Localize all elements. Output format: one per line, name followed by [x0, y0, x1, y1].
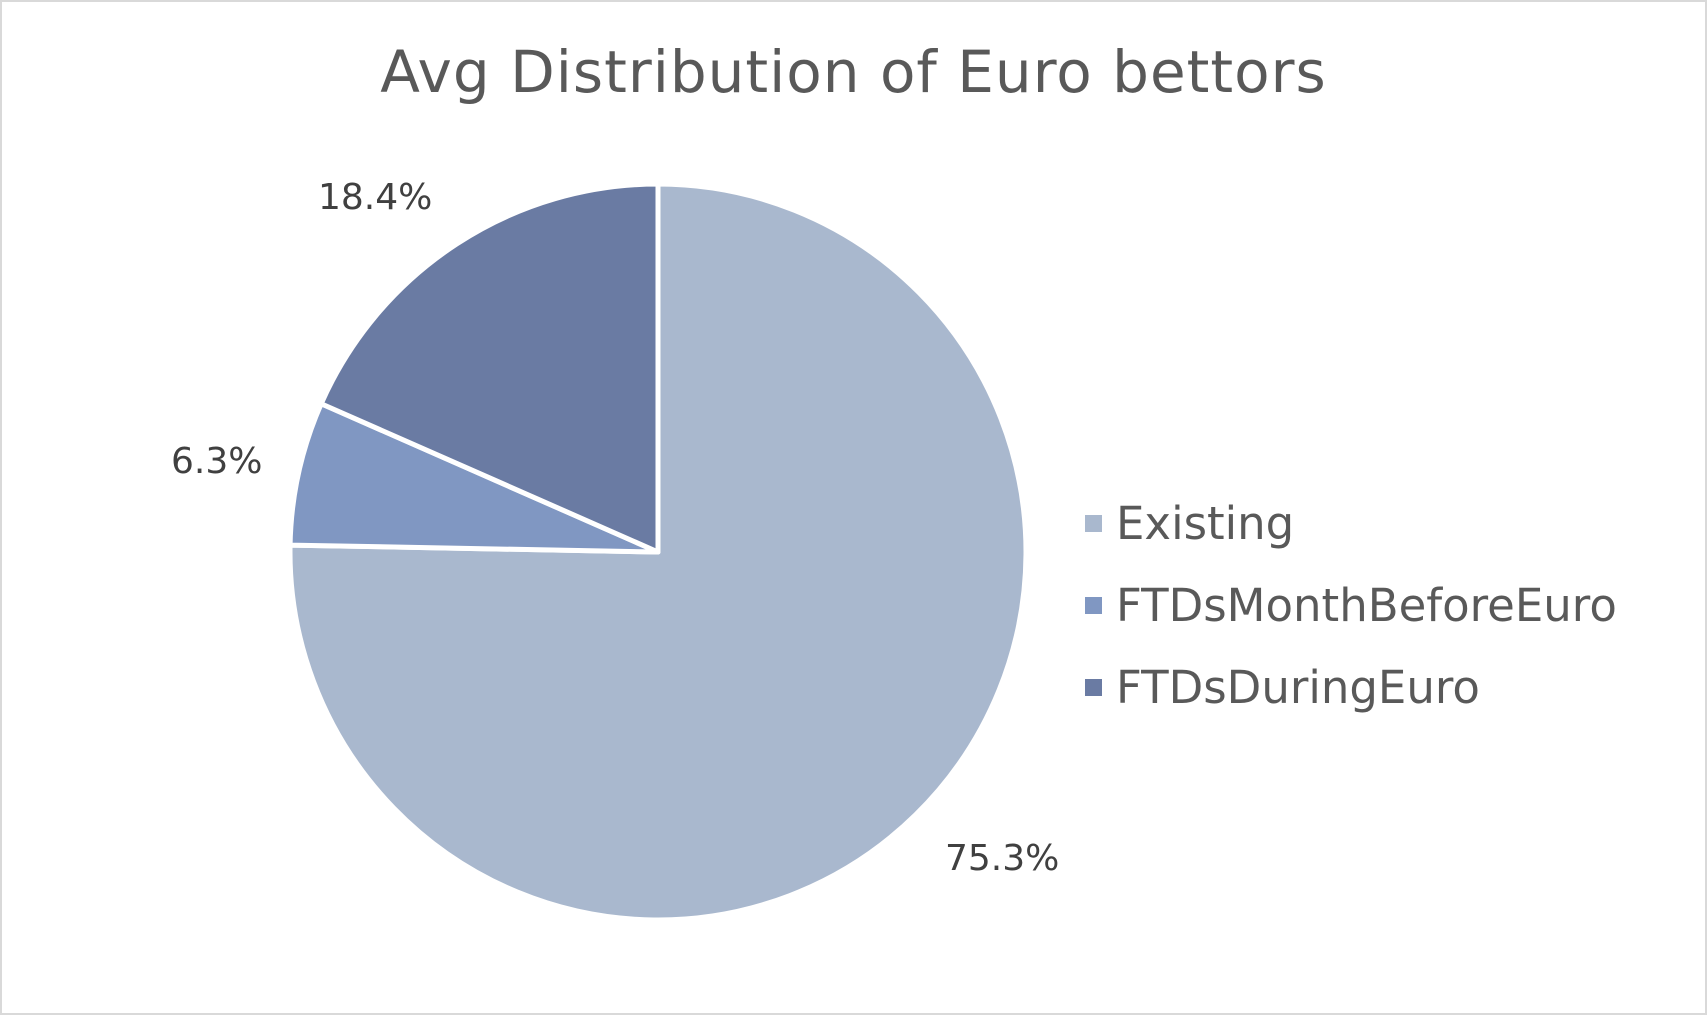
- legend-item-ftds-during-euro: FTDsDuringEuro: [1085, 646, 1617, 728]
- pie-slice-ftds-during-euro: [318, 181, 661, 555]
- pie-slice-ftds-month-before-euro: [287, 401, 661, 555]
- legend-label-existing: Existing: [1116, 496, 1295, 550]
- legend-item-existing: Existing: [1085, 482, 1617, 564]
- chart-title: Avg Distribution of Euro bettors: [380, 38, 1327, 106]
- legend-item-ftds-month-before-euro: FTDsMonthBeforeEuro: [1085, 564, 1617, 646]
- legend-swatch-ftds-during-euro: [1085, 678, 1102, 696]
- data-label-ftds-during-euro: 18.4%: [318, 177, 433, 218]
- data-label-existing: 75.3%: [945, 838, 1060, 879]
- legend-label-ftds-month-before-euro: FTDsMonthBeforeEuro: [1116, 578, 1617, 632]
- legend-swatch-existing: [1085, 514, 1102, 532]
- data-label-ftds-month-before-euro: 6.3%: [171, 441, 263, 482]
- legend-swatch-ftds-month-before-euro: [1085, 596, 1102, 614]
- legend: Existing FTDsMonthBeforeEuro FTDsDuringE…: [1085, 482, 1617, 728]
- legend-label-ftds-during-euro: FTDsDuringEuro: [1116, 660, 1480, 714]
